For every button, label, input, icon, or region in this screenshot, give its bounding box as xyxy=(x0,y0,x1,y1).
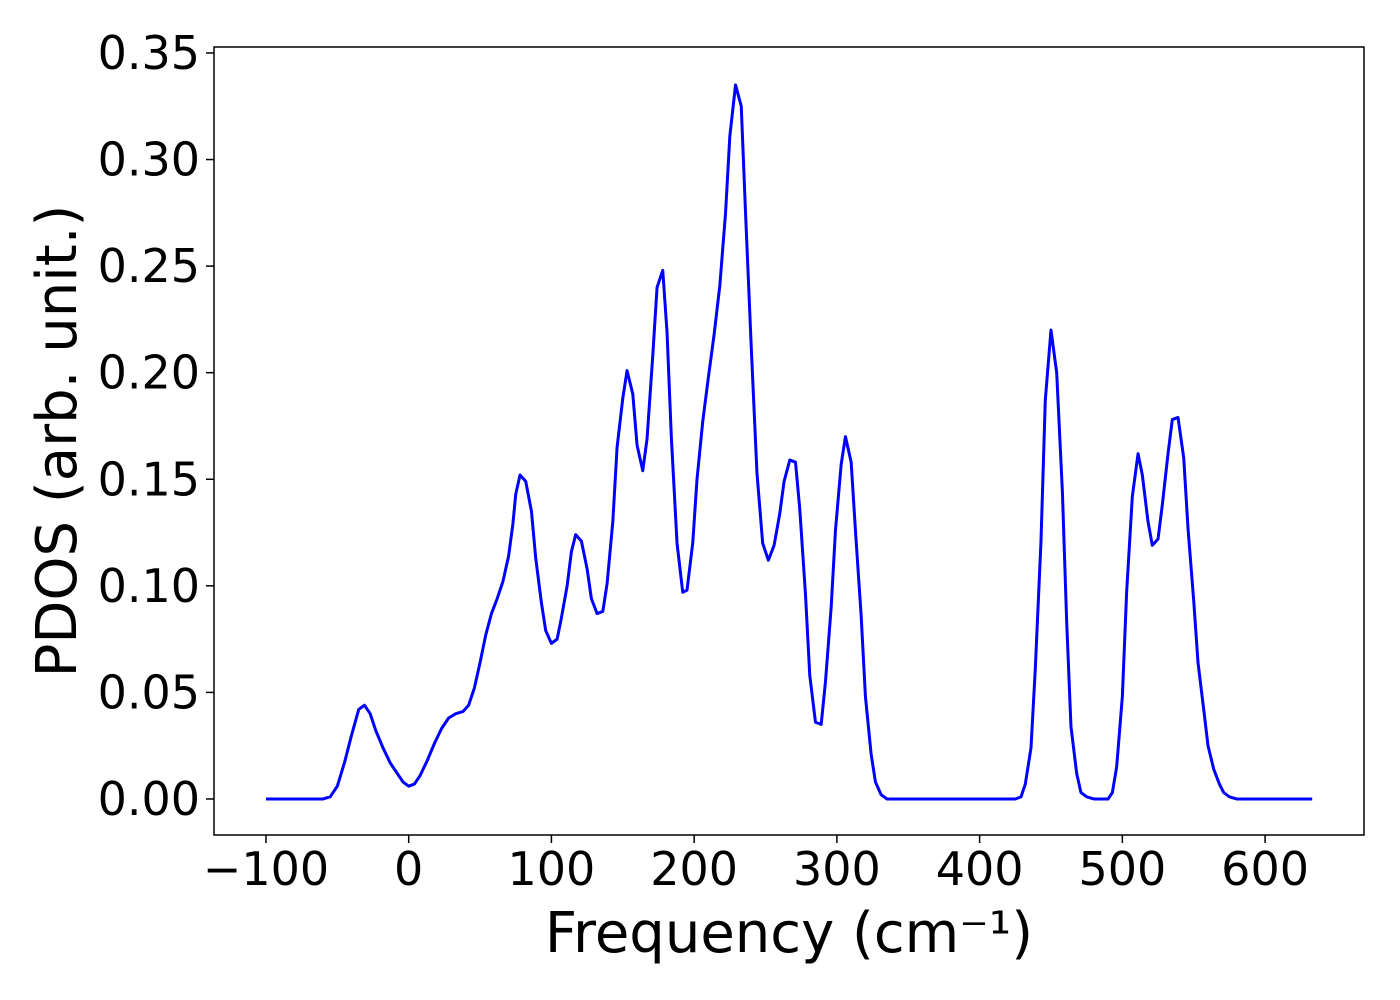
x-tick-label: 600 xyxy=(1221,842,1309,896)
y-tick-label: 0.15 xyxy=(98,452,200,506)
y-axis-label: PDOS (arb. unit.) xyxy=(25,205,90,678)
x-tick-label: 200 xyxy=(650,842,738,896)
y-tick-label: 0.25 xyxy=(98,239,200,293)
x-tick-label: 300 xyxy=(793,842,881,896)
x-tick-label: −100 xyxy=(203,842,329,896)
y-tick-label: 0.30 xyxy=(98,133,200,187)
data-line xyxy=(265,83,1313,801)
x-tick-label: 400 xyxy=(936,842,1024,896)
x-tick-label: 100 xyxy=(508,842,596,896)
x-tick-label: 500 xyxy=(1078,842,1166,896)
plot-frame xyxy=(213,46,1365,836)
y-tick-label: 0.00 xyxy=(98,772,200,826)
x-tick-label: 0 xyxy=(394,842,423,896)
y-tick-label: 0.35 xyxy=(98,26,200,80)
y-tick-label: 0.20 xyxy=(98,346,200,400)
y-tick-label: 0.10 xyxy=(98,559,200,613)
y-tick-label: 0.05 xyxy=(98,665,200,719)
x-axis-label: Frequency (cm⁻¹) xyxy=(545,901,1033,966)
